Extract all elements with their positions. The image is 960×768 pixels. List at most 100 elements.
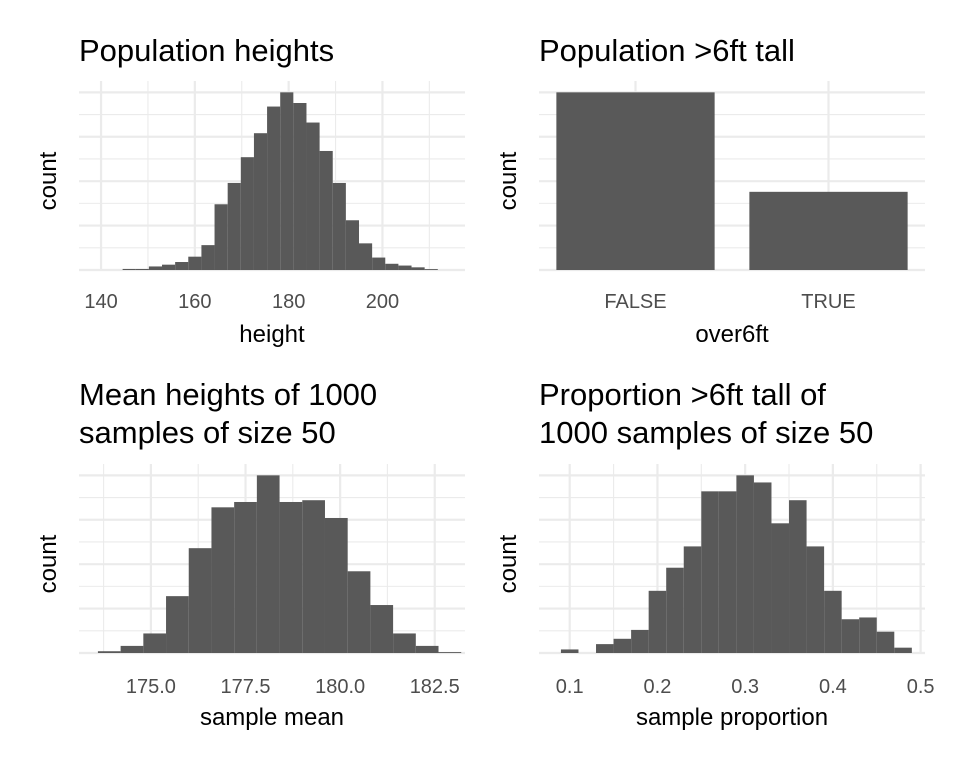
panel-4-bars <box>560 475 912 653</box>
histogram-bar <box>859 617 877 653</box>
histogram-bar <box>279 501 303 653</box>
histogram-bar <box>256 475 280 653</box>
histogram-bar <box>631 629 649 653</box>
histogram-bar <box>293 102 307 270</box>
histogram-bar <box>876 631 895 653</box>
histogram-bar <box>143 633 167 653</box>
histogram-bar <box>201 245 215 270</box>
histogram-bar <box>253 133 268 270</box>
histogram-bar <box>162 264 176 270</box>
histogram-bar <box>306 122 320 270</box>
panel-sample-proportion: Proportion >6ft tall of 1000 samples of … <box>495 377 935 731</box>
panel-4-x-axis-title: sample proportion <box>636 704 828 731</box>
panel-4-title-line-2: 1000 samples of size 50 <box>539 415 873 450</box>
histogram-bar <box>359 243 373 270</box>
histogram-bar <box>324 517 348 653</box>
panel-3-x-axis-title: sample mean <box>200 704 344 731</box>
histogram-bar <box>267 106 281 271</box>
histogram-bar <box>683 546 702 653</box>
x-tick-label: 182.5 <box>410 676 460 698</box>
histogram-bar <box>415 645 439 653</box>
histogram-bar <box>370 605 394 653</box>
histogram-bar <box>148 266 163 270</box>
x-tick-label: 175.0 <box>126 676 176 698</box>
panel-3-y-axis-title: count <box>35 534 62 593</box>
x-tick-label: 0.4 <box>819 676 847 698</box>
panel-1-title: Population heights <box>79 33 334 68</box>
x-tick-label: 140 <box>84 291 117 313</box>
panel-population-heights: Population heights 140 160 180 200 height c… <box>35 33 465 348</box>
panel-1-y-axis-title: count <box>35 151 62 210</box>
histogram-bar <box>120 645 144 653</box>
panel-2-title-line-1: Population >6ft tall <box>539 33 795 68</box>
panel-4-title-line-1: Proportion >6ft tall of <box>539 377 826 412</box>
histogram-bar <box>701 491 719 653</box>
histogram-bar <box>227 182 241 270</box>
histogram-bar <box>240 157 254 270</box>
panel-2-x-axis-title: over6ft <box>695 321 769 348</box>
bar-true <box>749 191 908 270</box>
histogram-bar <box>718 491 737 653</box>
histogram-bar <box>806 546 825 653</box>
x-tick-label: 160 <box>178 291 211 313</box>
histogram-bar <box>188 548 212 653</box>
panel-4-x-ticks: 0.1 0.2 0.3 0.4 0.5 <box>556 676 935 698</box>
panel-2-bars <box>556 92 908 270</box>
histogram-bar <box>438 652 462 653</box>
panel-3-x-ticks: 175.0 177.5 180.0 182.5 <box>126 676 460 698</box>
histogram-bar <box>234 501 257 653</box>
histogram-bar <box>771 523 790 653</box>
histogram-bar <box>214 204 228 270</box>
x-tick-label: 0.1 <box>556 676 584 698</box>
panel-1-x-ticks: 140 160 180 200 <box>84 291 399 313</box>
x-tick-label: TRUE <box>801 291 855 313</box>
histogram-bar <box>666 567 684 653</box>
histogram-bar <box>372 257 386 270</box>
x-tick-label: 0.3 <box>731 676 759 698</box>
histogram-bar <box>894 647 912 653</box>
panel-2-title: Population >6ft tall <box>539 33 795 68</box>
histogram-bar <box>332 182 346 270</box>
bar-false <box>556 92 715 270</box>
histogram-bar <box>560 649 579 653</box>
histogram-bar <box>648 590 667 653</box>
histogram-bar <box>596 644 614 653</box>
x-tick-label: 200 <box>366 291 399 313</box>
histogram-bar <box>411 267 425 270</box>
x-tick-label: 180 <box>272 291 305 313</box>
histogram-bar <box>753 482 772 653</box>
panel-population-over6ft: Population >6ft tall FALSE TRUE over6ft c… <box>495 33 925 348</box>
histogram-bar <box>398 265 412 270</box>
histogram-bar <box>613 638 632 653</box>
histogram-bar <box>166 596 189 653</box>
histogram-bar <box>789 500 807 653</box>
histogram-bar <box>211 507 235 653</box>
histogram-bar <box>302 500 325 653</box>
panel-1-title-line-1: Population heights <box>79 33 334 68</box>
x-tick-label: 0.5 <box>907 676 935 698</box>
x-tick-label: 180.0 <box>315 676 365 698</box>
panel-3-bars <box>97 475 462 653</box>
panel-2-x-ticks: FALSE TRUE <box>604 291 855 313</box>
panel-4-title: Proportion >6ft tall of 1000 samples of … <box>539 377 873 450</box>
histogram-bar <box>280 92 294 270</box>
histogram-bar <box>319 150 333 270</box>
x-tick-label: 0.2 <box>644 676 672 698</box>
histogram-bar <box>736 475 754 653</box>
histogram-bar <box>345 220 360 270</box>
panel-4-y-axis-title: count <box>495 534 522 593</box>
histogram-bar <box>841 619 860 653</box>
panel-2-y-axis-title: count <box>495 151 522 210</box>
panel-3-title: Mean heights of 1000 samples of size 50 <box>79 377 386 450</box>
histogram-bar <box>385 263 399 270</box>
histogram-bar <box>175 262 189 270</box>
panel-mean-heights: Mean heights of 1000 samples of size 50 … <box>35 377 465 731</box>
x-tick-label: FALSE <box>604 291 666 313</box>
histogram-bar <box>424 269 438 270</box>
panel-3-title-line-2: samples of size 50 <box>79 415 336 450</box>
histogram-bar <box>122 268 136 270</box>
histogram-bar <box>393 633 416 653</box>
panel-1-bars <box>122 92 438 271</box>
histogram-bar <box>188 256 202 270</box>
